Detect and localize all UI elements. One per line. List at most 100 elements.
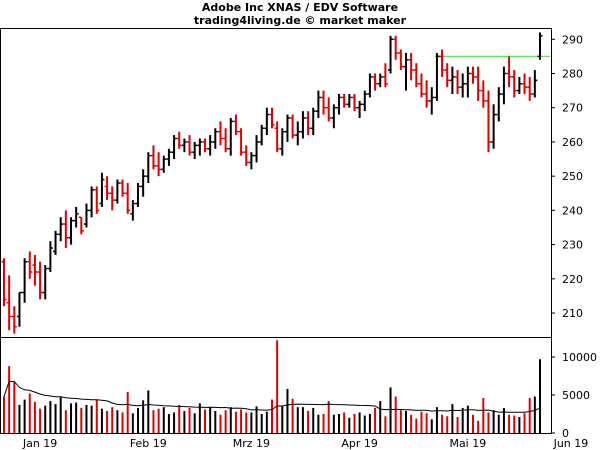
ohlc-bar [83,203,89,228]
ohlc-bar [475,66,481,101]
price-tick-label: 240 [562,204,583,217]
ohlc-bar [130,200,136,221]
ohlc-bar [104,176,110,201]
ohlc-bar [150,145,156,170]
ohlc-bar [197,138,203,156]
ohlc-bar [114,179,120,204]
month-tick-label: Apr 19 [341,437,378,450]
ohlc-bar [16,291,22,327]
volume-tick-label: 10000 [562,351,597,364]
time-axis: Jan 19 Feb 19 Mrz 19 Apr 19 Mai 19 Jun 19 [22,437,588,450]
ohlc-bar [99,172,105,207]
ohlc-bar [418,73,424,98]
ohlc-bar [109,186,115,211]
ohlc-bar [485,90,491,153]
ohlc-bars [1,32,543,334]
ohlc-bar [120,179,126,197]
price-tick-label: 250 [562,170,583,183]
ohlc-bar [202,138,208,153]
ohlc-bar [321,90,327,115]
ohlc-bar [22,258,28,303]
ohlc-bar [398,49,404,71]
ohlc-bar [161,155,167,173]
ohlc-bar [501,66,507,105]
ohlc-bar [470,66,476,84]
chart-title: Adobe Inc XNAS / EDV Software [201,1,399,14]
ohlc-bar [290,114,296,139]
volume-panel-frame [0,337,552,434]
ohlc-bar [181,138,187,153]
price-tick-label: 290 [562,33,583,46]
month-tick-label: Jan 19 [22,437,57,450]
ohlc-bar [1,258,7,307]
ohlc-bar [377,73,383,88]
ohlc-bar [171,135,177,160]
price-tick-label: 280 [562,67,583,80]
ohlc-bar [145,152,151,183]
ohlc-bar [527,76,533,101]
ohlc-bar [449,66,455,95]
ohlc-bar [444,63,450,88]
ohlc-bar [455,70,461,95]
ohlc-bar [63,210,69,249]
ohlc-bar [279,128,285,156]
ohlc-bar [32,254,38,286]
ohlc-bar [516,76,522,95]
volume-axis: 0 5000 10000 [551,351,597,440]
volume-tick-label: 5000 [562,389,590,402]
volume-ma-line [3,380,541,413]
ohlc-bar [248,152,254,170]
ohlc-bar [413,63,419,88]
ohlc-bar [228,117,234,156]
ohlc-bar [212,128,218,149]
price-tick-label: 260 [562,136,583,149]
ohlc-bar [300,111,306,139]
ohlc-bar [78,216,84,235]
month-tick-label: Jun 19 [553,437,589,450]
volume-moving-average [3,380,541,413]
ohlc-bar [156,152,162,177]
ohlc-bar [336,94,342,115]
ohlc-bar [326,97,332,122]
ohlc-bar [269,107,275,129]
price-axis: 210 220 230 240 250 260 270 280 290 [551,33,583,320]
price-tick-label: 210 [562,307,583,320]
ohlc-bar [259,124,265,146]
ohlc-bar [310,107,316,136]
ohlc-bar [341,94,347,108]
month-tick-label: Mrz 19 [233,437,270,450]
ohlc-bar [372,73,378,91]
ohlc-bar [460,73,466,98]
ohlc-bar [187,135,193,156]
volume-bars [3,340,541,433]
ohlc-bar [73,206,79,228]
ohlc-bar [388,35,394,74]
ohlc-bar [27,251,33,279]
ohlc-bar [243,145,249,166]
ohlc-bar [58,217,64,242]
ohlc-bar [362,90,368,112]
ohlc-bar [254,135,260,163]
ohlc-bar [491,104,497,149]
ohlc-bar [238,128,244,156]
ohlc-bar [37,261,43,300]
ohlc-bar [176,131,182,149]
ohlc-bar [284,114,290,142]
ohlc-bar [382,63,388,88]
ohlc-bar [315,90,321,118]
chart-subtitle: trading4living.de © market maker [193,14,407,27]
ohlc-bar [537,32,543,60]
price-tick-label: 270 [562,102,583,115]
price-tick-label: 220 [562,273,583,286]
volume-tick-label: 0 [562,427,569,440]
ohlc-bar [207,135,213,156]
ohlc-bar [357,100,363,118]
ohlc-bar [439,49,445,77]
ohlc-bar [47,241,53,272]
ohlc-bar [465,66,471,98]
ohlc-bar [135,183,141,207]
ohlc-bar [274,121,280,153]
month-tick-label: Feb 19 [130,437,167,450]
ohlc-bar [94,186,100,214]
